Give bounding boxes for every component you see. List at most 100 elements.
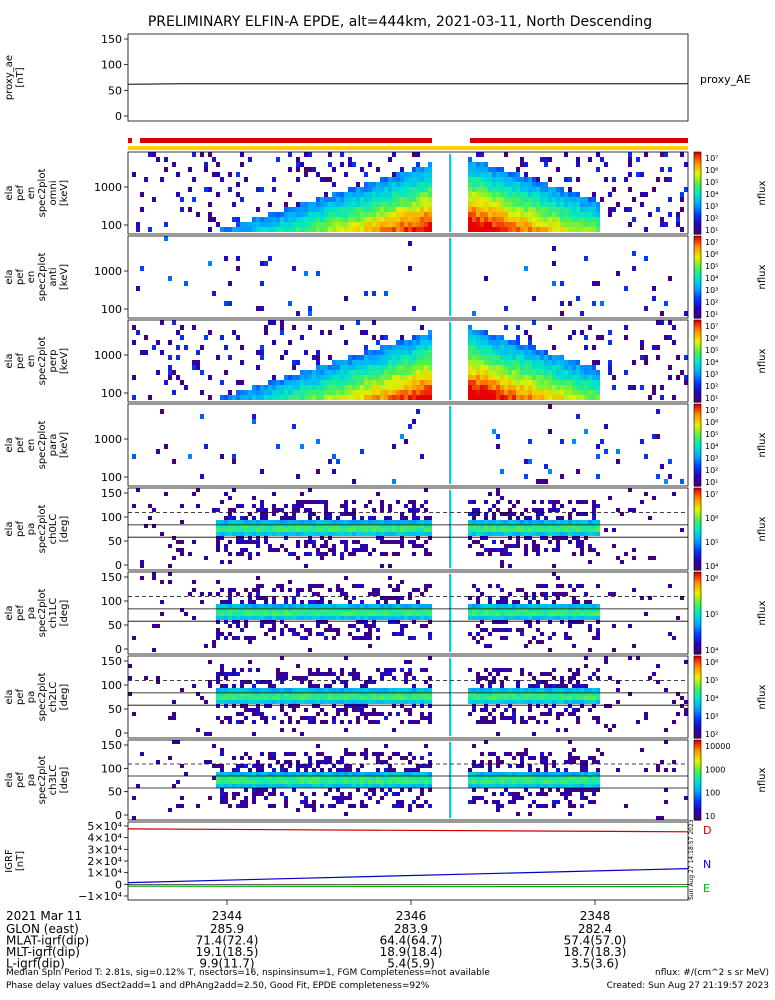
spectrogram-cell — [312, 222, 316, 227]
colorbar-cell — [694, 606, 701, 610]
spectrogram-cell — [384, 365, 388, 370]
spectrogram-cell — [420, 222, 424, 227]
spectrogram-cell — [280, 524, 284, 528]
colorbar-tick-label: 10¹ — [705, 478, 718, 487]
spectrogram-cell — [364, 532, 368, 536]
spectrogram-cell — [276, 217, 280, 222]
spectrogram-cell — [360, 712, 364, 716]
spectrogram-cell — [484, 548, 488, 552]
spectrogram-cell — [344, 708, 348, 712]
spectrogram-cell — [384, 716, 388, 720]
colorbar-cell — [694, 471, 701, 475]
spectrogram-cell — [240, 162, 244, 167]
spectrogram-cell — [348, 524, 352, 528]
spectrogram-cell — [580, 330, 584, 335]
spectrogram-cell — [224, 301, 228, 306]
spectrogram-cell — [268, 628, 272, 632]
colorbar-cell — [694, 512, 701, 516]
spectrogram-cell — [500, 608, 504, 612]
spectrogram-cell — [340, 800, 344, 804]
spectrogram-cell — [644, 360, 648, 365]
spectrogram-cell — [516, 544, 520, 548]
spectrogram-cell — [328, 688, 332, 692]
spectrogram-cell — [504, 375, 508, 380]
spectrogram-cell — [556, 608, 560, 612]
spectrogram-cell — [408, 660, 412, 664]
spectrogram-cell — [308, 760, 312, 764]
spectrogram-cell — [280, 588, 284, 592]
spectrogram-cell — [576, 520, 580, 524]
spectrogram-cell — [340, 380, 344, 385]
spectrogram-cell — [276, 692, 280, 696]
spectrogram-cell — [576, 668, 580, 672]
spectrogram-cell — [260, 784, 264, 788]
spectrogram-cell — [284, 804, 288, 808]
colorbar-tick-label: 10⁵ — [705, 538, 718, 547]
spectrogram-cell — [296, 764, 300, 768]
spectrogram-cell — [372, 385, 376, 390]
spectrogram-cell — [476, 608, 480, 612]
spectrogram-cell — [376, 340, 380, 345]
spectrogram-cell — [492, 700, 496, 704]
spectrogram-cell — [232, 508, 236, 512]
spectrogram-cell — [284, 380, 288, 385]
spectrogram-cell — [504, 544, 508, 548]
spectrogram-cell — [552, 536, 556, 540]
spectrogram-cell — [400, 628, 404, 632]
spectrogram-cell — [404, 385, 408, 390]
spectrogram-cell — [372, 680, 376, 684]
colorbar-cell — [694, 309, 701, 313]
colorbar-cell — [694, 426, 701, 430]
spectrogram-cell — [492, 370, 496, 375]
spectrogram-cell — [576, 375, 580, 380]
spectrogram-cell — [588, 544, 592, 548]
spectrogram-cell — [224, 672, 228, 676]
spectrogram-cell — [544, 584, 548, 588]
spectrogram-cell — [504, 552, 508, 556]
spectrogram-cell — [588, 390, 592, 395]
spectrogram-cell — [520, 162, 524, 167]
spectrogram-cell — [608, 360, 612, 365]
spectrogram-cell — [376, 756, 380, 760]
spectrogram-cell — [536, 544, 540, 548]
spectrogram-cell — [280, 227, 284, 232]
spectrogram-cell — [180, 796, 184, 800]
spectrogram-cell — [344, 812, 348, 816]
spectrogram-cell — [500, 512, 504, 516]
colorbar-cell — [694, 246, 701, 249]
spectrogram-cell — [400, 512, 404, 516]
spectrogram-cell — [356, 780, 360, 784]
colorbar-cell — [694, 414, 701, 417]
spectrogram-cell — [328, 512, 332, 516]
spectrogram-cell — [344, 212, 348, 217]
spectrogram-cell — [412, 504, 416, 508]
spectrogram-cell — [412, 340, 416, 345]
spectrogram-cell — [408, 217, 412, 222]
spectrogram-cell — [288, 375, 292, 380]
spectrogram-cell — [384, 202, 388, 207]
spectrogram-cell — [356, 187, 360, 192]
spectrogram-cell — [236, 227, 240, 232]
spectrogram-cell — [396, 528, 400, 532]
spectrogram-cell — [596, 524, 600, 528]
spectrogram-cell — [376, 772, 380, 776]
spectrogram-cell — [520, 395, 524, 400]
spectrogram-cell — [372, 788, 376, 792]
spectrogram-cell — [288, 688, 292, 692]
spectrogram-cell — [552, 592, 556, 596]
spectrogram-cell — [420, 390, 424, 395]
spectrogram-cell — [548, 604, 552, 608]
spectrogram-cell — [548, 688, 552, 692]
spectrogram-cell — [512, 524, 516, 528]
colorbar-cell — [694, 328, 701, 331]
spectrogram-cell — [248, 524, 252, 528]
spectrogram-cell — [372, 624, 376, 628]
spectrogram-cell — [336, 217, 340, 222]
colorbar-cell — [694, 535, 701, 538]
spectrogram-cell — [544, 375, 548, 380]
spectrogram-cell — [588, 692, 592, 696]
spectrogram-cell — [236, 592, 240, 596]
spectrogram-cell — [428, 197, 432, 202]
spectrogram-cell — [340, 792, 344, 796]
